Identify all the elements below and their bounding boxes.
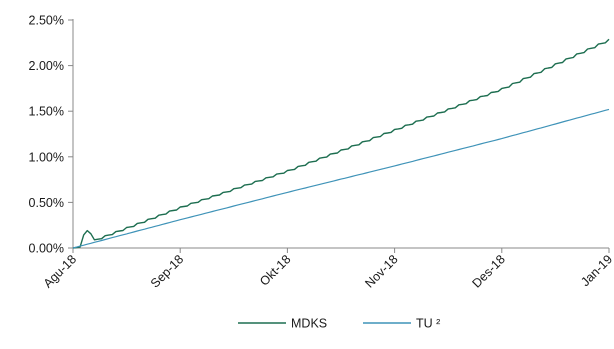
x-tick-label: Des-18 [470, 252, 508, 290]
legend-label-mdks: MDKS [291, 317, 327, 331]
series-line-tu [72, 108, 610, 249]
y-tick-label: 2.00% [29, 59, 64, 73]
series-layer [72, 38, 610, 249]
x-tick-label: Nov-18 [362, 252, 400, 290]
y-tick-label: 2.50% [29, 14, 64, 28]
y-tick-label: 1.50% [29, 105, 64, 119]
legend-label-tu: TU ² [416, 317, 440, 331]
x-axis-ticks: Agu-18 Sep-18 Okt-18 Nov-18 Des-18 Jan-19 [41, 248, 614, 291]
x-tick-label: Agu-18 [41, 252, 79, 290]
x-tick-label: Jan-19 [578, 252, 614, 289]
x-tick-label: Okt-18 [257, 252, 293, 288]
y-axis-ticks: 0.00% 0.50% 1.00% 1.50% 2.00% 2.50% [29, 14, 73, 256]
legend: MDKS TU ² [238, 317, 440, 331]
y-tick-label: 0.00% [29, 242, 64, 256]
y-tick-label: 0.50% [29, 196, 64, 210]
series-line-mdks [72, 38, 610, 249]
x-tick-label: Sep-18 [148, 252, 186, 290]
y-tick-label: 1.00% [29, 150, 64, 164]
axes [72, 19, 609, 249]
